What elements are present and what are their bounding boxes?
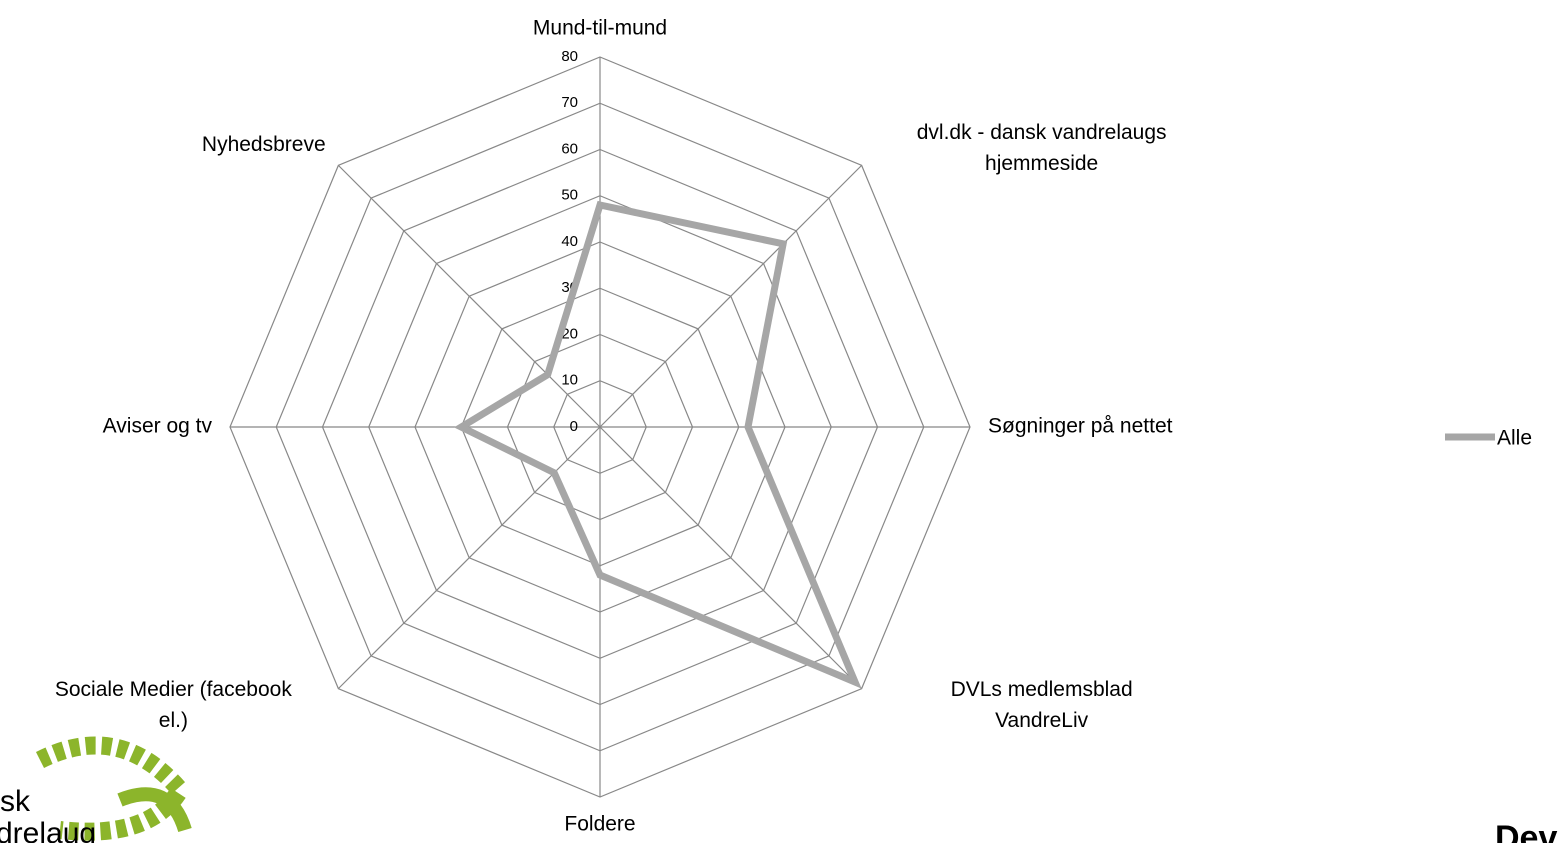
tick-label: 50	[561, 187, 578, 204]
legend-label: Alle	[1497, 427, 1532, 450]
category-label: Aviser og tv	[103, 415, 213, 438]
tick-label: 40	[561, 233, 578, 250]
axis-spoke	[337, 426, 601, 690]
logo-left: sk drelaug	[0, 736, 192, 848]
series-line	[453, 200, 862, 689]
axis-spoke	[599, 164, 863, 428]
category-label: Sociale Medier (facebook el.)	[55, 678, 292, 732]
tick-label: 70	[561, 94, 578, 111]
category-label: DVLs medlemsblad VandreLiv	[951, 678, 1133, 732]
axis-spoke	[337, 164, 601, 428]
tick-label: 60	[561, 140, 578, 157]
category-label: Foldere	[564, 813, 635, 836]
category-label: Søgninger på nettet	[988, 415, 1173, 438]
tick-label: 80	[561, 48, 578, 65]
logo-text: drelaug	[0, 817, 96, 843]
logo-text: sk	[0, 785, 31, 818]
tick-label: 20	[561, 325, 578, 342]
category-label: dvl.dk - dansk vandrelaugs hjemmeside	[917, 120, 1167, 174]
category-label: Nyhedsbreve	[202, 133, 326, 156]
logo-text: Dev	[1495, 819, 1557, 843]
axis-spoke	[599, 426, 863, 690]
category-label: Mund-til-mund	[533, 17, 667, 40]
logo-shape	[117, 787, 192, 833]
tick-label: 10	[561, 372, 578, 389]
tick-label: 0	[570, 418, 578, 435]
